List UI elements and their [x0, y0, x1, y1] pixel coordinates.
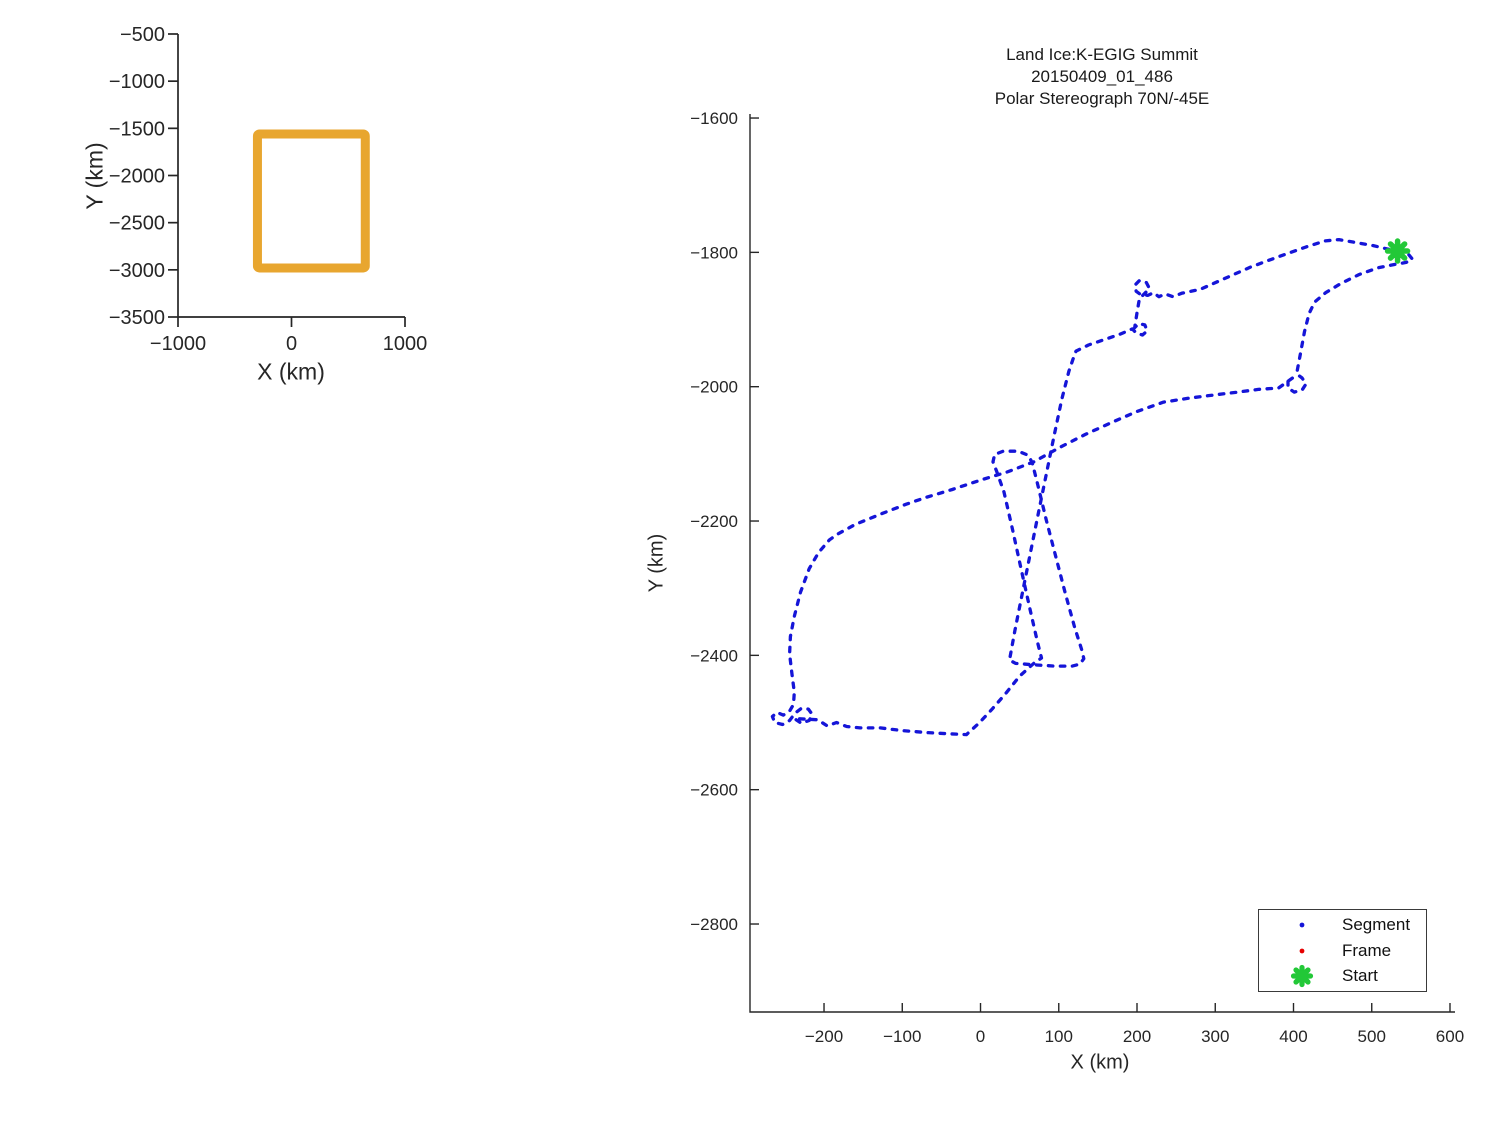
main-x-tick-label: 200 — [1123, 1027, 1151, 1046]
legend-label-frame: Frame — [1342, 940, 1392, 960]
main-plot-title-line1: Land Ice:K-EGIG Summit — [1006, 45, 1198, 64]
overview-y-axis-label: Y (km) — [81, 142, 108, 210]
legend-label-segment: Segment — [1342, 914, 1411, 934]
overview-axis-line — [177, 34, 405, 318]
frame-dot-icon — [1299, 948, 1305, 953]
legend-entry-segment: Segment — [1259, 912, 1426, 938]
overview-x-tick-label: 0 — [286, 333, 297, 355]
main-y-tick-label: −2400 — [690, 646, 738, 665]
legend-box: Segment Frame Start — [1258, 909, 1427, 992]
main-x-tick-label: 600 — [1436, 1027, 1464, 1046]
main-y-axis-label: Y (km) — [645, 533, 668, 593]
legend-label-start: Start — [1342, 966, 1378, 986]
main-x-tick-label: 300 — [1201, 1027, 1229, 1046]
main-y-tick-label: −2200 — [690, 512, 738, 531]
main-x-axis-label: X (km) — [1070, 1051, 1130, 1074]
main-y-tick-label: −2000 — [690, 378, 738, 397]
main-y-tick-label: −2600 — [690, 781, 738, 800]
legend-entry-frame: Frame — [1259, 938, 1426, 964]
main-x-tick-label: 0 — [976, 1027, 985, 1046]
main-y-tick-label: −2800 — [690, 915, 738, 934]
main-y-tick-label: −1800 — [690, 243, 738, 262]
start-marker — [1384, 238, 1411, 264]
overview-x-axis-label: X (km) — [257, 358, 325, 385]
flight-coverage-box — [252, 129, 370, 273]
overview-y-tick-label: −500 — [120, 24, 165, 46]
main-y-tick-label: −1600 — [690, 109, 738, 128]
overview-y-tick-label: −2500 — [109, 213, 165, 235]
main-axis-line — [749, 114, 1455, 1013]
legend-entry-start: Start — [1259, 963, 1426, 989]
start-star-icon — [1290, 965, 1314, 988]
segment-track-path — [770, 237, 1415, 737]
main-x-tick-label: 400 — [1279, 1027, 1307, 1046]
overview-y-tick-label: −1500 — [109, 118, 165, 140]
main-x-tick-label: −100 — [883, 1027, 921, 1046]
overview-x-tick-label: −1000 — [150, 333, 206, 355]
overview-y-tick-label: −3500 — [109, 307, 165, 329]
main-x-tick-label: −200 — [805, 1027, 843, 1046]
overview-x-tick-label: 1000 — [383, 333, 428, 355]
main-plot-title-line3: Polar Stereograph 70N/-45E — [994, 89, 1210, 108]
main-x-tick-label: 500 — [1358, 1027, 1386, 1046]
segment-dot-icon — [1299, 922, 1305, 928]
overview-y-tick-label: −2000 — [109, 166, 165, 188]
main-plot-title-line2: 20150409_01_486 — [1031, 67, 1173, 86]
main-x-tick-label: 100 — [1045, 1027, 1073, 1046]
overview-y-tick-label: −3000 — [109, 260, 165, 282]
overview-y-tick-label: −1000 — [109, 71, 165, 93]
